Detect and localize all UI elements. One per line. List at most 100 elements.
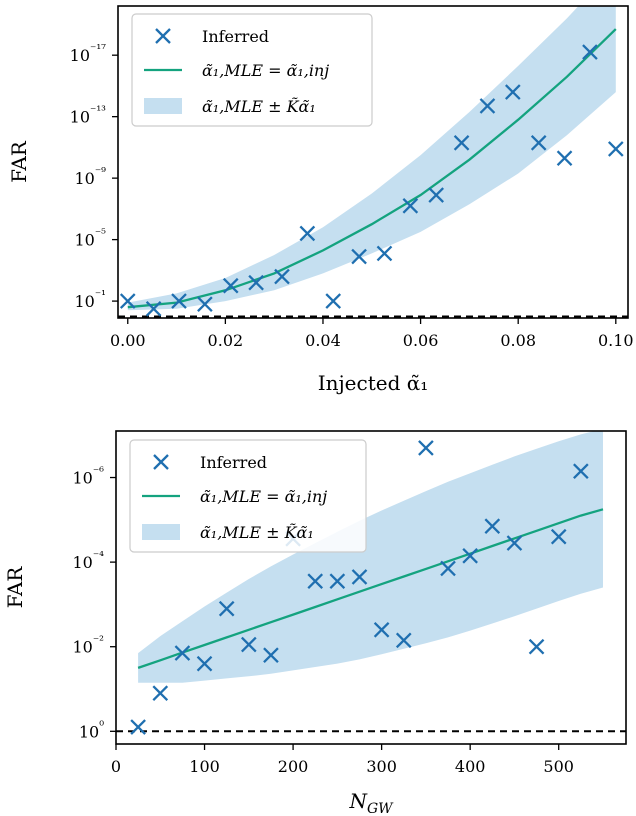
marker-stroke [418,440,434,456]
y-tick-label: 10⁻⁶ [72,465,104,488]
data-point [462,547,478,564]
marker-stroke [453,134,470,151]
data-point [479,98,496,114]
data-point [484,518,501,534]
marker-stroke [556,150,573,166]
legend-band-swatch [142,524,180,540]
marker-stroke [155,28,171,44]
data-point [373,621,390,638]
marker-stroke [376,245,393,262]
marker-stroke [395,632,412,649]
plot-area [118,6,628,318]
marker-stroke [582,44,598,60]
data-point [152,685,169,702]
marker-stroke [506,535,523,551]
data-point [130,719,146,735]
data-point [329,573,346,589]
y-tick-label: 10⁰ [79,718,104,741]
x-tick-label: 100 [189,757,220,776]
x-axis-label: NGW [348,789,394,816]
y-tick-label: 10⁻⁹ [74,165,106,188]
uncertainty-band [138,431,603,683]
x-tick-label: 400 [455,757,486,776]
legend-band-swatch [144,98,182,114]
marker-stroke [153,454,169,470]
y-tick-label: 10⁻⁴ [72,549,104,572]
marker-stroke [351,569,368,585]
marker-stroke [145,300,162,317]
data-point [248,274,264,291]
x-tick-label: 0.06 [403,331,439,350]
legend: Inferred α̃₁,MLE = α̃₁,inj α̃₁,MLE ± K̃α̃₁ [129,439,367,553]
data-point [550,528,567,545]
marker-stroke [197,296,213,312]
marker-stroke [329,573,346,589]
marker-stroke [462,547,478,564]
data-point [607,141,624,157]
data-point [506,535,523,551]
legend-label: α̃₁,MLE = α̃₁,inj [202,61,329,80]
data-point [376,245,393,262]
x-tick-label: 0 [111,757,121,776]
x-tick-label: 0.08 [500,331,536,350]
data-point [240,636,257,653]
marker-stroke [440,560,456,577]
legend-label: α̃₁,MLE = α̃₁,inj [200,487,327,506]
data-point [418,440,434,456]
x-tick-label: 0.10 [598,331,634,350]
data-point [218,600,235,617]
marker-stroke [479,98,496,114]
marker-stroke [607,141,624,157]
marker-stroke [130,719,146,735]
marker-stroke [263,647,279,663]
x-tick-label: 0.04 [305,331,341,350]
data-point [197,296,213,312]
marker-stroke [174,645,191,661]
axes-frame [115,430,627,745]
data-point [556,150,573,166]
legend-box [131,13,373,127]
x-axis-label: Injected α̃₁ [318,371,429,395]
marker-stroke [573,463,589,479]
marker-stroke [373,621,390,638]
mle-line [127,28,617,309]
axes-frame [117,5,629,319]
y-tick-label: 10⁻¹ [74,288,106,311]
marker-stroke [402,197,419,214]
x-tick-label: 300 [366,757,397,776]
data-point [299,225,316,242]
data-point [505,84,521,100]
marker-stroke [274,268,290,285]
data-point [351,248,367,265]
data-point [307,573,324,589]
data-point [145,300,162,317]
legend-marker [155,28,171,44]
marker-stroke [248,274,264,291]
data-point [395,632,412,649]
chart-panel-1: 10⁻¹⁷ 10⁻¹³ 10⁻⁹ 10⁻⁵ 10⁻¹ 0.00 0.02 0.04 0.06 0.… [7,5,634,395]
data-point [325,293,342,309]
data-point [351,569,368,585]
legend-label: α̃₁,MLE ± K̃α̃₁ [200,523,314,542]
data-point [171,293,187,309]
data-point [428,187,445,203]
data-point [222,277,239,294]
legend-label: Inferred [200,453,267,472]
x-tick-label: 0.00 [110,331,146,350]
marker-stroke [351,248,367,265]
data-point [263,647,279,663]
marker-stroke [307,573,324,589]
marker-stroke [218,600,235,617]
marker-stroke [484,518,501,534]
y-tick-label: 10⁻¹³ [70,104,107,127]
plot-area [116,431,626,733]
data-point [196,655,213,672]
marker-stroke [428,187,445,203]
marker-stroke [528,638,545,655]
x-tick-label: 500 [543,757,574,776]
mle-line [137,508,604,669]
marker-stroke [152,685,169,702]
y-axis-label: FAR [3,566,27,609]
data-point [119,293,136,309]
